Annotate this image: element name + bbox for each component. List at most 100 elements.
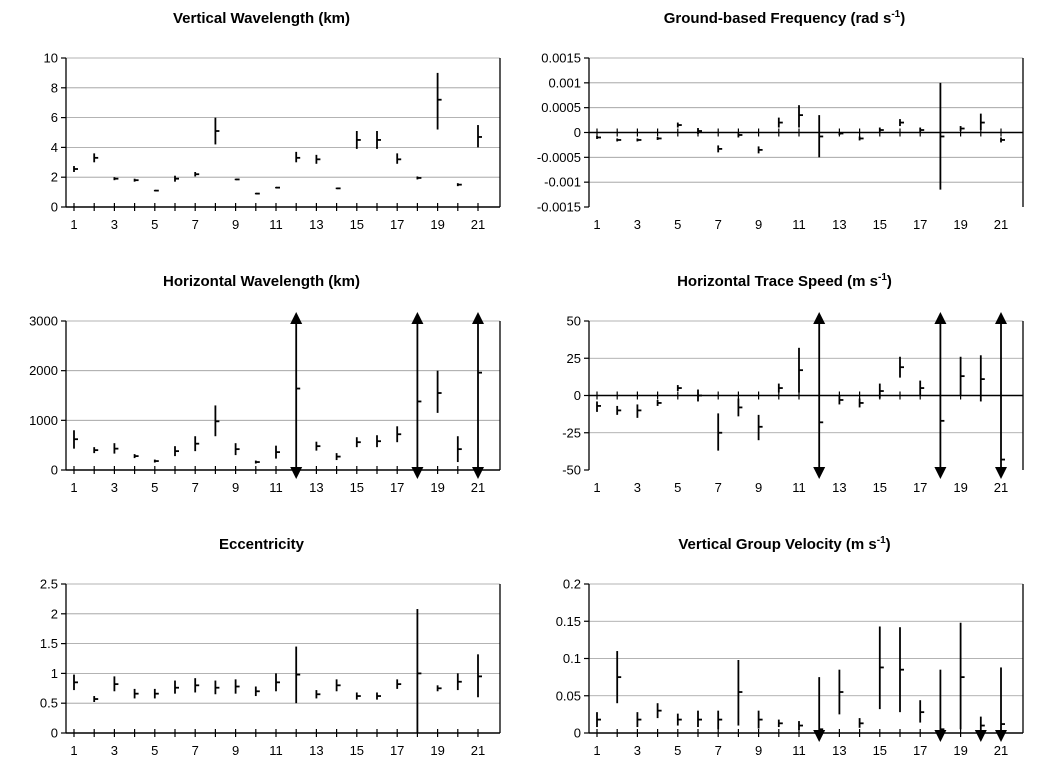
y-tick-label: 0.1 bbox=[563, 651, 581, 666]
x-tick-label: 9 bbox=[232, 480, 239, 495]
x-tick-label: 19 bbox=[430, 743, 444, 758]
x-tick-label: 17 bbox=[913, 217, 927, 232]
arrow-down-marker bbox=[995, 730, 1007, 742]
x-tick-label: 17 bbox=[390, 743, 404, 758]
y-tick-label: 4 bbox=[51, 140, 58, 155]
chart-title-superscript: -1 bbox=[877, 272, 887, 283]
x-tick-label: 9 bbox=[755, 743, 762, 758]
chart-title-superscript: -1 bbox=[876, 535, 886, 546]
x-tick-label: 21 bbox=[471, 743, 485, 758]
y-tick-label: 8 bbox=[51, 80, 58, 95]
chart-title: Vertical Wavelength (km) bbox=[0, 10, 523, 27]
x-tick-label: 7 bbox=[192, 217, 199, 232]
y-tick-label: 0.15 bbox=[556, 614, 581, 629]
x-tick-label: 21 bbox=[994, 217, 1008, 232]
chart-title: Eccentricity bbox=[0, 536, 523, 553]
chart-plot: 00.511.522.51 3 5 7 9 11 13 15 17 19 21 bbox=[40, 577, 501, 758]
chart-panel-eccentricity: Eccentricity 0 0.5 1 1.5 2 2.5 1 3 5 7 9 11 13 15 17 19… bbox=[0, 526, 523, 784]
chart-panel-horizontal-trace-speed: Horizontal Trace Speed (m s-1) -50 -25 0 25… bbox=[523, 263, 1046, 521]
x-tick-label: 11 bbox=[269, 217, 283, 232]
arrow-up-marker bbox=[411, 312, 424, 324]
chart-panel-vertical-group-velocity: Vertical Group Velocity (m s-1) 0 0.05 0.1… bbox=[523, 526, 1046, 784]
y-tick-label: -0.0015 bbox=[537, 200, 581, 215]
x-tick-label: 13 bbox=[832, 743, 846, 758]
x-tick-label: 9 bbox=[232, 743, 239, 758]
x-tick-label: 3 bbox=[634, 480, 641, 495]
arrow-down-marker bbox=[290, 467, 303, 479]
chart-title: Ground-based Frequency (rad s-1) bbox=[523, 9, 1046, 28]
y-tick-label: 0.2 bbox=[563, 577, 581, 592]
chart-title-superscript: -1 bbox=[891, 9, 901, 20]
x-tick-label: 3 bbox=[111, 743, 118, 758]
arrow-down-marker bbox=[934, 467, 947, 479]
y-tick-label: -0.001 bbox=[544, 175, 581, 190]
y-tick-label: 0 bbox=[574, 726, 581, 741]
x-tick-label: 7 bbox=[715, 743, 722, 758]
arrow-down-marker bbox=[411, 467, 424, 479]
y-tick-label: 0.001 bbox=[548, 75, 581, 90]
chart-title-text: Horizontal Wavelength (km) bbox=[163, 273, 360, 290]
y-tick-label: 0.0015 bbox=[541, 51, 581, 66]
x-tick-label: 11 bbox=[792, 743, 806, 758]
x-tick-label: 5 bbox=[151, 480, 158, 495]
x-tick-label: 15 bbox=[873, 217, 887, 232]
chart-title-text: Vertical Group Velocity (m s bbox=[678, 536, 877, 553]
x-tick-label: 13 bbox=[309, 743, 323, 758]
x-tick-label: 21 bbox=[471, 217, 485, 232]
y-tick-label: 1.5 bbox=[40, 636, 58, 651]
x-tick-label: 11 bbox=[269, 743, 283, 758]
chart-panel-vertical-wavelength: Vertical Wavelength (km) 0 2 4 6 8 10 1 3 5 7 9 11 1… bbox=[0, 0, 523, 258]
x-tick-label: 9 bbox=[232, 217, 239, 232]
arrow-up-marker bbox=[995, 312, 1007, 324]
chart-title-suffix: ) bbox=[900, 10, 906, 27]
x-tick-label: 13 bbox=[309, 480, 323, 495]
y-tick-label: 0 bbox=[51, 726, 58, 741]
arrow-up-marker bbox=[472, 312, 484, 324]
x-tick-label: 19 bbox=[953, 743, 967, 758]
chart-plot: 00.050.10.150.21 3 5 7 9 11 13 15 17 19 21 bbox=[556, 577, 1024, 758]
x-tick-label: 15 bbox=[873, 743, 887, 758]
arrow-down-marker bbox=[995, 467, 1007, 479]
y-tick-label: 2 bbox=[51, 606, 58, 621]
arrow-down-marker bbox=[813, 467, 826, 479]
chart-title-text: Horizontal Trace Speed (m s bbox=[677, 273, 878, 290]
x-tick-label: 1 bbox=[70, 480, 77, 495]
x-tick-label: 1 bbox=[593, 743, 600, 758]
y-tick-label: 6 bbox=[51, 110, 58, 125]
y-tick-label: 0 bbox=[574, 388, 581, 403]
x-tick-label: 7 bbox=[192, 480, 199, 495]
y-tick-label: -0.0005 bbox=[537, 150, 581, 165]
chart-title-text: Vertical Wavelength (km) bbox=[173, 10, 350, 27]
x-tick-label: 3 bbox=[111, 480, 118, 495]
y-tick-label: 2 bbox=[51, 170, 58, 185]
x-tick-label: 5 bbox=[674, 217, 681, 232]
x-tick-label: 21 bbox=[471, 480, 485, 495]
x-tick-label: 7 bbox=[715, 480, 722, 495]
x-tick-label: 1 bbox=[593, 217, 600, 232]
x-tick-label: 1 bbox=[70, 217, 77, 232]
chart-title-text: Ground-based Frequency (rad s bbox=[663, 10, 892, 27]
x-tick-label: 21 bbox=[994, 480, 1008, 495]
arrow-down-marker bbox=[813, 730, 826, 742]
y-tick-label: 0.05 bbox=[556, 688, 581, 703]
y-tick-label: -25 bbox=[562, 425, 581, 440]
y-tick-label: 2.5 bbox=[40, 577, 58, 592]
chart-title: Horizontal Trace Speed (m s-1) bbox=[523, 272, 1046, 291]
x-tick-label: 11 bbox=[792, 480, 806, 495]
x-tick-label: 19 bbox=[953, 480, 967, 495]
x-tick-label: 19 bbox=[430, 217, 444, 232]
x-tick-label: 17 bbox=[390, 480, 404, 495]
y-tick-label: 2000 bbox=[29, 363, 58, 378]
x-tick-label: 15 bbox=[873, 480, 887, 495]
y-tick-label: 0 bbox=[51, 463, 58, 478]
x-tick-label: 13 bbox=[309, 217, 323, 232]
y-tick-label: 1000 bbox=[29, 413, 58, 428]
x-tick-label: 7 bbox=[192, 743, 199, 758]
x-tick-label: 13 bbox=[832, 480, 846, 495]
arrow-down-marker bbox=[472, 467, 484, 479]
x-tick-label: 11 bbox=[792, 217, 806, 232]
chart-title-suffix: ) bbox=[885, 536, 891, 553]
